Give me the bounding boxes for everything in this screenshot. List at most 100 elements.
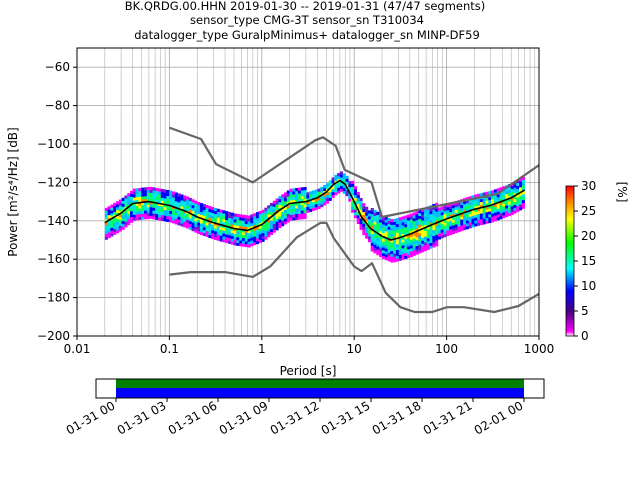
heatmap-cell — [303, 189, 307, 194]
heatmap-cell — [432, 221, 436, 225]
heatmap-cell — [253, 218, 257, 223]
heatmap-cell — [269, 217, 274, 221]
heatmap-cell — [152, 198, 156, 203]
heatmap-cell — [395, 229, 400, 233]
heatmap-cell — [463, 209, 467, 213]
heatmap-cell — [502, 209, 506, 213]
heatmap-cell — [440, 226, 444, 230]
heatmap-cell — [225, 234, 229, 238]
heatmap-cell — [376, 217, 380, 221]
heatmap-cell — [513, 201, 517, 205]
heatmap-cell — [317, 200, 321, 204]
heatmap-cell — [124, 221, 128, 225]
heatmap-cell — [437, 233, 442, 237]
heatmap-cell — [166, 201, 170, 205]
heatmap-cell — [502, 200, 506, 204]
heatmap-cell — [342, 179, 346, 183]
heatmap-cell — [404, 244, 408, 248]
heatmap-cell — [222, 221, 226, 226]
heatmap-cell — [253, 236, 257, 240]
heatmap-cell — [233, 213, 237, 217]
heatmap-cell — [449, 229, 453, 233]
heatmap-cell — [110, 210, 114, 214]
heatmap-cell — [188, 203, 192, 207]
heatmap-cell — [376, 211, 380, 215]
heatmap-cell — [194, 226, 198, 230]
heatmap-cell — [264, 210, 268, 214]
heatmap-cell — [491, 196, 495, 200]
heatmap-cell — [334, 186, 338, 190]
heatmap-cell — [233, 230, 237, 234]
heatmap-cell — [283, 195, 288, 199]
heatmap-cell — [421, 228, 425, 233]
heatmap-cell — [141, 196, 145, 200]
heatmap-cell — [132, 191, 136, 195]
heatmap-cell — [390, 250, 394, 254]
heatmap-cell — [463, 212, 467, 216]
heatmap-cell — [521, 185, 525, 189]
heatmap-cell — [303, 186, 307, 191]
heatmap-cell — [132, 217, 136, 221]
heatmap-cell — [370, 231, 374, 235]
heatmap-cell — [474, 205, 478, 210]
heatmap-cell — [272, 217, 276, 222]
heatmap-cell — [269, 223, 274, 227]
heatmap-cell — [199, 231, 204, 236]
heatmap-cell — [398, 257, 402, 261]
timeline-tick-label: 01-31 15 — [319, 398, 373, 437]
heatmap-cell — [216, 217, 220, 221]
heatmap-cell — [446, 224, 450, 228]
heatmap-cell — [404, 221, 408, 225]
heatmap-cell — [236, 236, 240, 241]
heatmap-cell — [451, 219, 456, 223]
heatmap-cell — [370, 216, 374, 220]
heatmap-cell — [107, 220, 111, 224]
heatmap-cell — [205, 233, 209, 238]
heatmap-cell — [227, 240, 232, 244]
heatmap-cell — [230, 235, 234, 239]
heatmap-cell — [250, 217, 254, 221]
heatmap-cell — [359, 206, 363, 210]
heatmap-cell — [493, 209, 497, 213]
heatmap-cell — [113, 225, 117, 230]
heatmap-cell — [479, 201, 483, 205]
heatmap-cell — [513, 210, 517, 214]
heatmap-cell — [297, 204, 302, 209]
heatmap-cell — [454, 212, 458, 216]
heatmap-cell — [499, 195, 503, 200]
heatmap-cell — [491, 190, 495, 194]
heatmap-cell — [381, 247, 386, 251]
heatmap-cell — [510, 191, 514, 195]
heatmap-cell — [505, 205, 509, 209]
heatmap-cell — [437, 210, 442, 214]
heatmap-cell — [421, 208, 425, 212]
heatmap-cell — [337, 181, 341, 185]
heatmap-cell — [404, 235, 408, 239]
heatmap-cell — [435, 228, 439, 232]
heatmap-cell — [353, 194, 358, 199]
heatmap-cell — [443, 205, 447, 209]
heatmap-cell — [342, 190, 346, 194]
heatmap-cell — [236, 239, 240, 244]
heatmap-cell — [365, 224, 369, 228]
heatmap-cell — [398, 225, 402, 230]
heatmap-cell — [191, 210, 195, 214]
heatmap-cell — [437, 230, 442, 234]
heatmap-cell — [398, 240, 402, 244]
heatmap-cell — [286, 210, 290, 214]
heatmap-cell — [370, 236, 374, 240]
heatmap-cell — [351, 192, 355, 196]
heatmap-cell — [423, 210, 428, 214]
heatmap-cell — [297, 207, 302, 211]
heatmap-cell — [415, 219, 419, 223]
heatmap-cell — [482, 192, 486, 196]
heatmap-cell — [356, 200, 360, 204]
heatmap-cell — [144, 195, 148, 200]
heatmap-cell — [219, 218, 223, 222]
heatmap-cell — [177, 196, 181, 200]
heatmap-cell — [418, 250, 422, 254]
heatmap-cell — [116, 221, 120, 225]
heatmap-cell — [373, 215, 377, 219]
heatmap-cell — [127, 201, 131, 205]
heatmap-cell — [365, 218, 369, 222]
